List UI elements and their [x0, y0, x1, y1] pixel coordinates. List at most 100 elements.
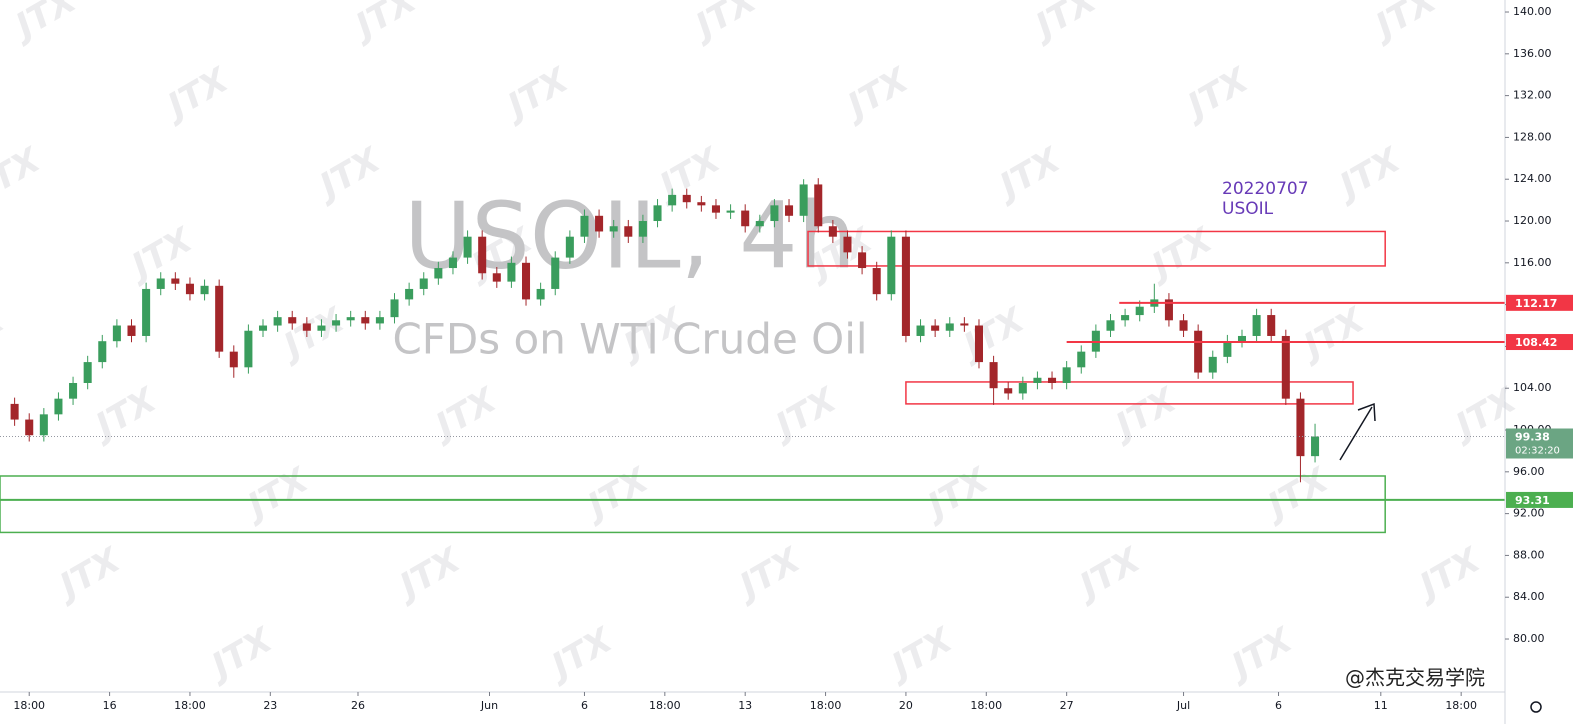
settings-icon[interactable] — [1530, 701, 1542, 713]
candle-body — [1208, 356, 1217, 373]
candle-body — [492, 273, 501, 282]
candle-body — [843, 236, 852, 253]
candle-body — [25, 419, 34, 436]
candle-body — [317, 325, 326, 331]
candle-body — [1267, 315, 1276, 336]
candle-body — [434, 268, 443, 279]
candle-body — [98, 341, 107, 363]
candle-body — [1077, 351, 1086, 368]
candle-body — [711, 205, 720, 213]
candle-body — [200, 285, 209, 295]
candle-body — [215, 285, 224, 352]
candle-body — [10, 403, 19, 420]
candle-body — [624, 226, 633, 237]
candle-body — [638, 221, 647, 237]
description-watermark: CFDs on WTI Crude Oil — [392, 315, 867, 364]
x-tick-label: Jul — [1176, 699, 1190, 712]
candle-body — [112, 325, 121, 342]
candle-body — [755, 221, 764, 227]
candle-body — [697, 202, 706, 206]
candle-body — [156, 278, 165, 289]
x-tick-label: 6 — [581, 699, 588, 712]
candle-body — [142, 288, 151, 336]
candle-body — [1237, 335, 1247, 342]
candle-body — [83, 362, 92, 383]
zone — [905, 381, 1354, 405]
x-tick-label: 18:00 — [810, 699, 842, 712]
candle-body — [1252, 315, 1261, 336]
y-tick-label: 88.00 — [1513, 548, 1545, 561]
candle-body — [419, 278, 428, 289]
candle-body — [1004, 388, 1013, 394]
candle-body — [507, 262, 516, 282]
candle-body — [960, 323, 969, 326]
zone — [0, 475, 1386, 534]
x-tick-label: 18:00 — [174, 699, 206, 712]
candle-body — [901, 236, 910, 336]
candle-body — [887, 236, 896, 295]
candle-body — [463, 236, 472, 258]
y-tick-label: 92.00 — [1513, 507, 1545, 520]
candle-body — [171, 278, 180, 284]
x-tick-label: 20 — [899, 699, 913, 712]
candle-body — [1194, 330, 1203, 373]
candle-body — [668, 194, 677, 206]
x-tick-label: 11 — [1374, 699, 1388, 712]
x-tick-label: 18:00 — [970, 699, 1002, 712]
candle-body — [1311, 436, 1320, 457]
candle-body — [1062, 367, 1071, 383]
candle-body — [375, 317, 384, 324]
candle-body — [682, 194, 691, 203]
y-tick-label: 128.00 — [1513, 130, 1552, 143]
candle-body — [1121, 315, 1130, 321]
candle-body — [828, 226, 837, 237]
candle-body — [302, 323, 311, 331]
candle-body — [405, 288, 414, 300]
candle-body — [1048, 377, 1057, 383]
candle-body — [346, 317, 355, 321]
annotation: 20220707 — [1222, 179, 1309, 199]
candle-body — [1223, 341, 1232, 357]
y-tick-label: 124.00 — [1513, 172, 1552, 185]
x-tick-label: 27 — [1060, 699, 1074, 712]
candle-body — [551, 257, 560, 289]
candle-body — [1296, 398, 1305, 457]
candle-body — [931, 325, 940, 331]
x-tick-label: 18:00 — [1445, 699, 1477, 712]
candle-body — [229, 351, 238, 368]
candle-body — [273, 317, 282, 326]
x-tick-label: 18:00 — [13, 699, 45, 712]
x-tick-label: 13 — [738, 699, 752, 712]
candle-body — [332, 320, 341, 326]
candle-body — [945, 323, 954, 331]
candle-body — [478, 236, 487, 274]
x-tick-label: 16 — [103, 699, 117, 712]
candle-body — [54, 398, 63, 415]
candle-body — [916, 325, 925, 336]
last-price-label: 99.38 — [1515, 430, 1550, 443]
candle-body — [872, 268, 881, 295]
x-tick-label: 26 — [351, 699, 365, 712]
candle-body — [69, 382, 78, 399]
x-tick-label: 18:00 — [649, 699, 681, 712]
y-tick-label: 116.00 — [1513, 256, 1552, 269]
candle-body — [1164, 299, 1173, 321]
candle-body — [565, 236, 574, 258]
candle-body — [785, 205, 794, 216]
x-tick-label: Jun — [480, 699, 498, 712]
candle-body — [1106, 320, 1115, 331]
candle-body — [390, 299, 399, 318]
candle-body — [609, 226, 618, 232]
candle-body — [258, 325, 268, 331]
price-label: 112.17 — [1515, 297, 1557, 310]
price-label-box — [1506, 334, 1573, 351]
candle-body — [536, 288, 545, 300]
candle-body — [361, 317, 370, 324]
plot — [0, 178, 1505, 534]
candle-body — [799, 184, 808, 216]
countdown: 02:32:20 — [1515, 445, 1560, 456]
y-tick-label: 120.00 — [1513, 214, 1552, 227]
candle-body — [39, 414, 48, 436]
candle-body — [1033, 377, 1042, 383]
